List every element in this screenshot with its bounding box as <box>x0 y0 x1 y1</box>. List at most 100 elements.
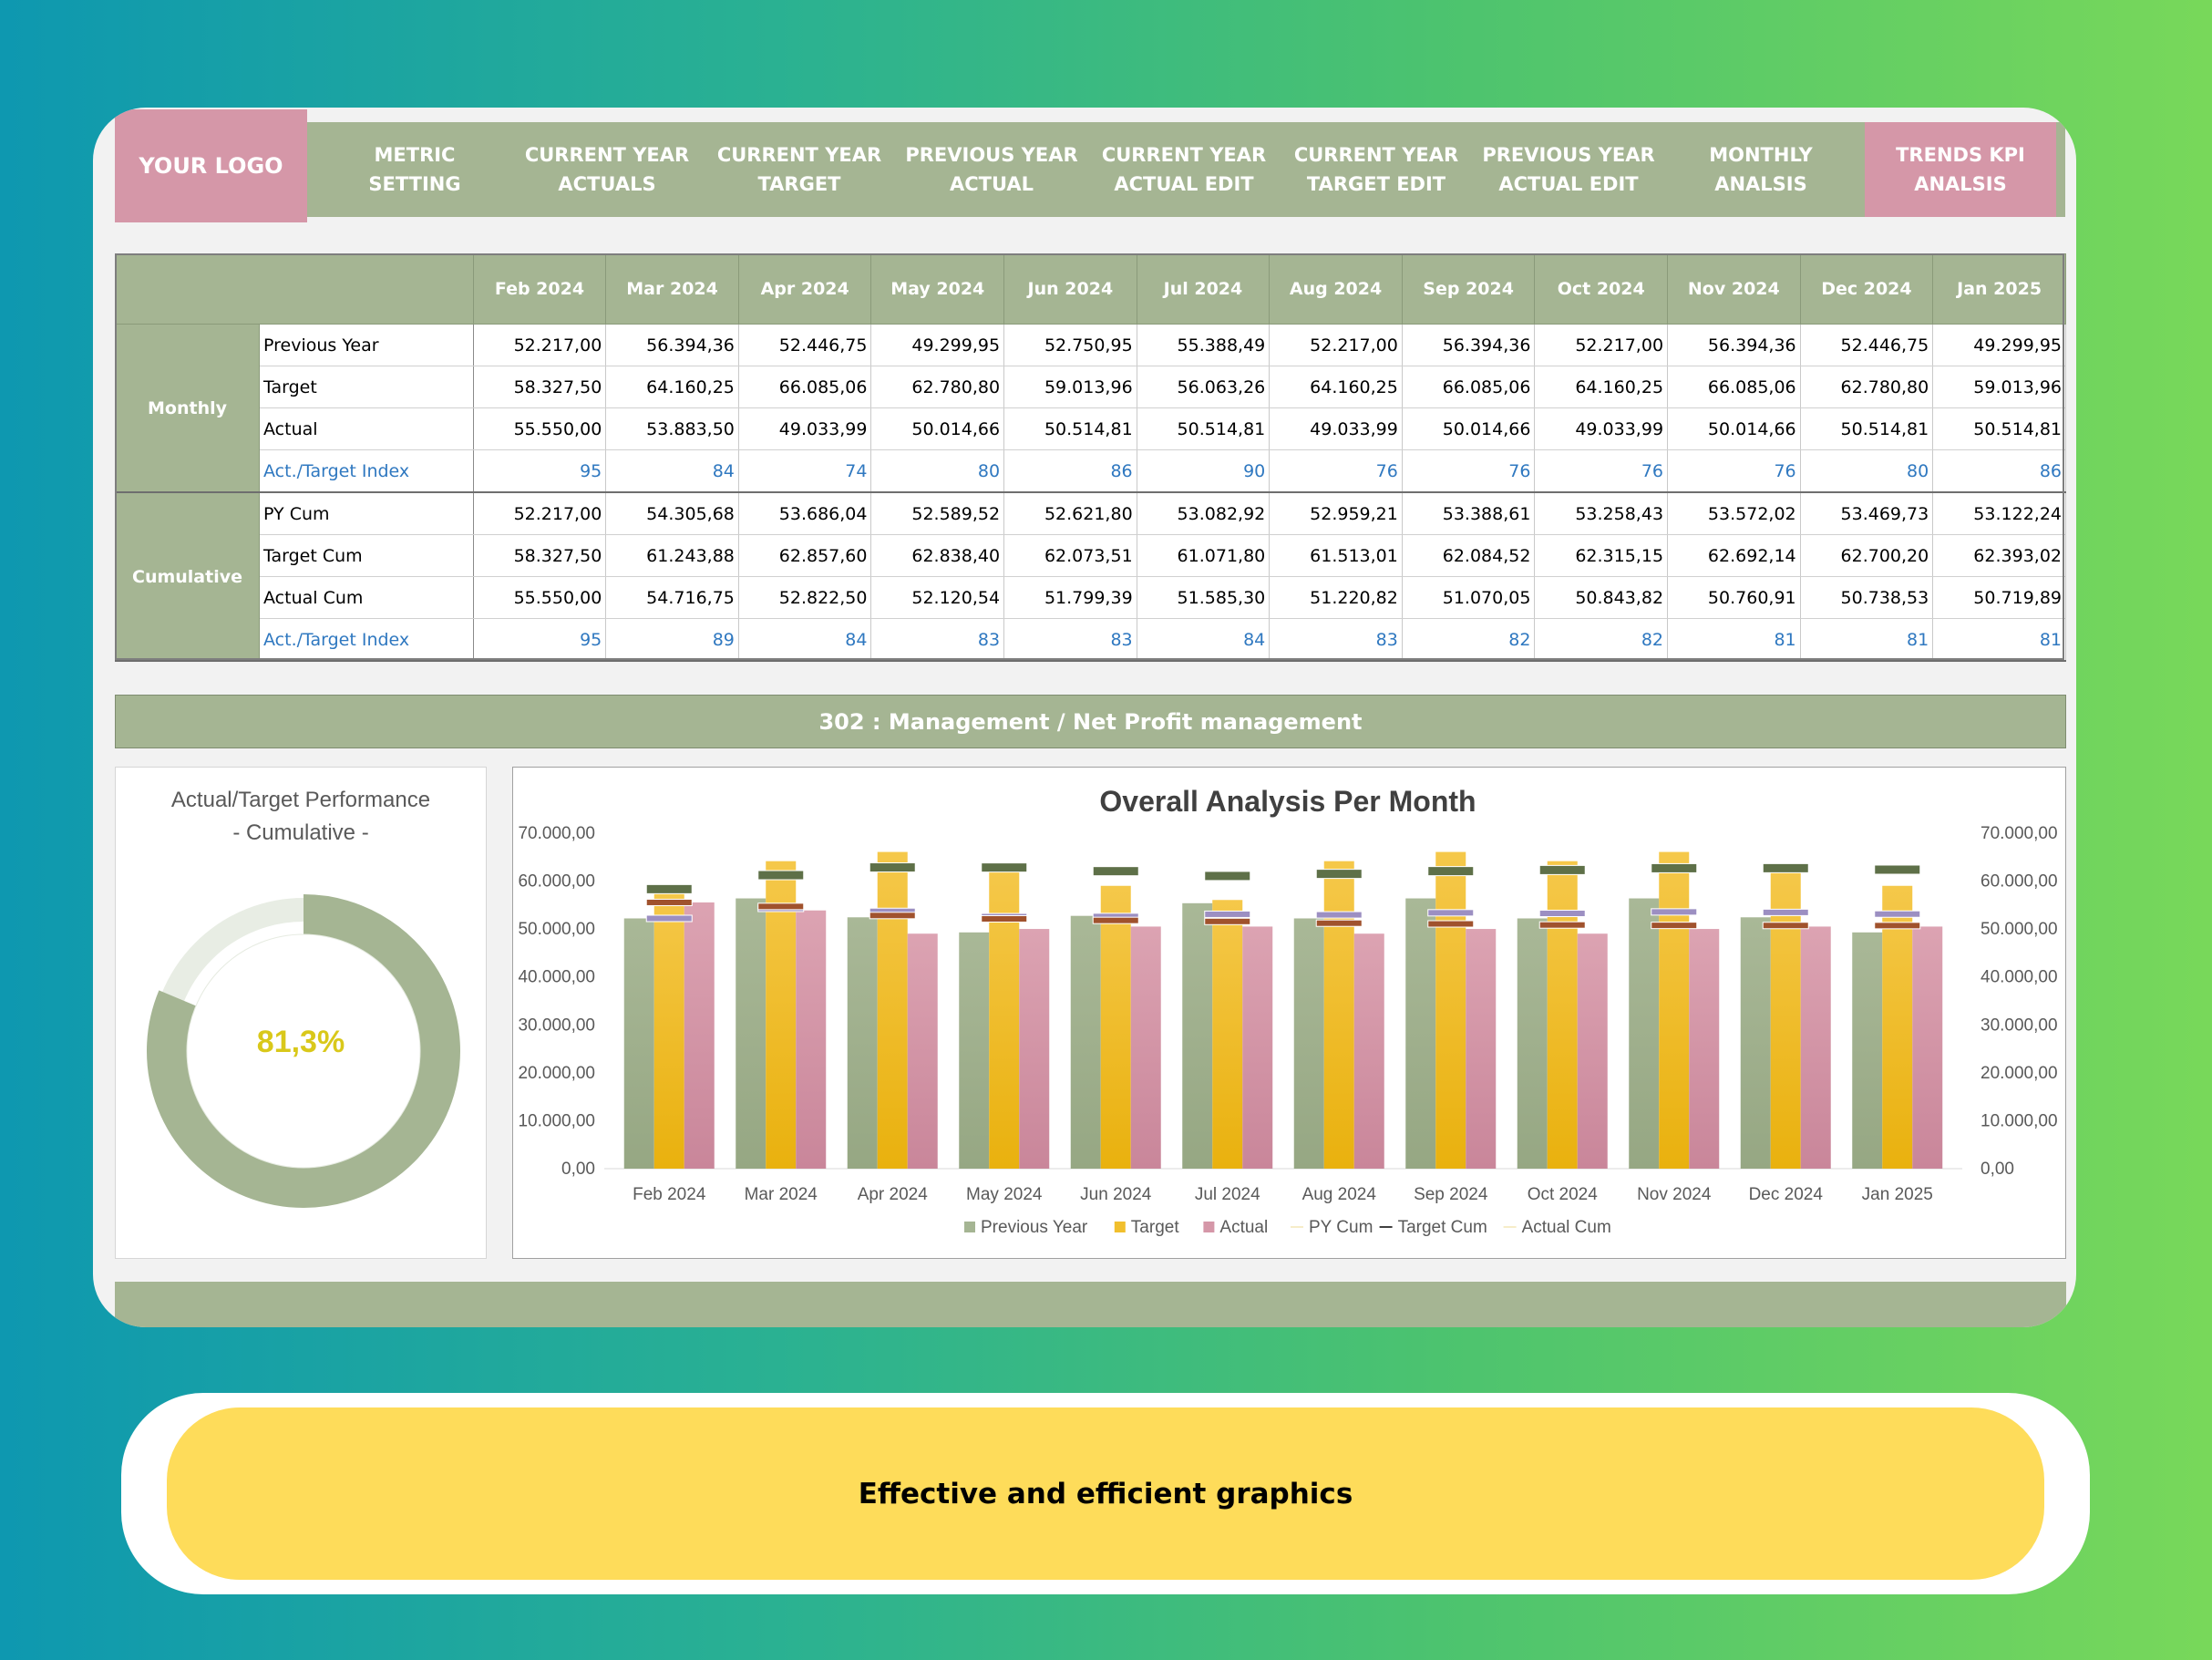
row-label: Actual <box>259 407 474 450</box>
nav-previous-year-actual[interactable]: PREVIOUS YEAR ACTUAL <box>905 144 1078 195</box>
bar-actual <box>684 902 715 1169</box>
table-row: Act./Target Index 95 89 84 83 83 84 83 82 82 81 81 8… <box>116 618 2066 662</box>
table-cell: 49.033,99 <box>738 407 872 450</box>
nav-monthly-analsis[interactable]: MONTHLY ANALSIS <box>1709 144 1813 195</box>
bar-actual <box>1689 929 1720 1169</box>
legend-swatch <box>1114 1222 1126 1232</box>
table-cell: 64.160,25 <box>1534 366 1669 408</box>
bar-target <box>1100 885 1131 1169</box>
table-cell: 89 <box>605 618 739 662</box>
table-cell: 52.750,95 <box>1003 324 1137 366</box>
marker-target-cum <box>1092 866 1139 877</box>
y-tick-label-left: 60.000,00 <box>518 872 595 892</box>
bar-target <box>1659 851 1690 1169</box>
y-tick-label-right: 60.000,00 <box>1981 872 2058 892</box>
table-cell: 86 <box>1003 449 1137 493</box>
table-cell: 54.716,75 <box>605 576 739 619</box>
nav-current-year-target-edit[interactable]: CURRENT YEAR TARGET EDIT <box>1293 144 1459 195</box>
donut-title: Actual/Target Performance - Cumulative - <box>116 784 486 850</box>
row-label: Actual Cum <box>259 576 474 619</box>
marker-py-cum <box>1538 910 1586 918</box>
table-cell: 50.014,66 <box>1667 407 1801 450</box>
table-cell: 66.085,06 <box>738 366 872 408</box>
table-cell: 81 <box>1932 618 2066 662</box>
table-cell: 59.013,96 <box>1003 366 1137 408</box>
month-header: Jul 2024 <box>1136 253 1271 325</box>
table-cell: 52.621,80 <box>1003 492 1137 535</box>
donut-value: 81,3% <box>256 1025 345 1059</box>
bar-target <box>1323 861 1354 1169</box>
bar-target <box>1212 900 1243 1169</box>
table-cell: 83 <box>1269 618 1403 662</box>
table-cell: 54.305,68 <box>605 492 739 535</box>
legend-swatch <box>1203 1222 1215 1232</box>
table-cell: 83 <box>870 618 1005 662</box>
table-cell: 84 <box>605 449 739 493</box>
caption-card: Effective and efficient graphics <box>121 1393 2090 1594</box>
table-cell: 95 <box>473 618 607 662</box>
nav-metric-setting[interactable]: METRIC SETTING <box>368 144 461 195</box>
table-cell: 55.388,49 <box>1137 324 1271 366</box>
table-cell: 76 <box>1534 449 1669 493</box>
table-cell: 51.070,05 <box>1402 576 1536 619</box>
marker-actual-cum <box>1538 921 1586 929</box>
table-cell: 58.327,50 <box>473 366 607 408</box>
table-cell: 53.686,04 <box>738 492 872 535</box>
dashboard-panel: YOUR LOGO METRIC SETTING CURRENT YEAR AC… <box>93 108 2076 1327</box>
chart-title: Overall Analysis Per Month <box>1099 785 1476 818</box>
table-row: Actual 55.550,00 53.883,50 49.033,99 50.014,… <box>116 407 2066 450</box>
table-cell: 50.843,82 <box>1534 576 1669 619</box>
y-tick-label-left: 0,00 <box>561 1160 595 1179</box>
table-cell: 59.013,96 <box>1932 366 2066 408</box>
bar-actual <box>1353 933 1384 1169</box>
row-label: Act./Target Index <box>259 618 474 662</box>
table-cell: 52.959,21 <box>1269 492 1403 535</box>
table-cell: 84 <box>738 618 872 662</box>
marker-target-cum <box>1874 864 1921 875</box>
table-cell: 64.160,25 <box>605 366 739 408</box>
marker-py-cum <box>1651 908 1698 916</box>
table-cell: 81 <box>1800 618 1934 662</box>
marker-py-cum <box>645 914 693 923</box>
table-cell: 86 <box>1932 449 2066 493</box>
donut-chart <box>147 894 460 1208</box>
y-tick-label-left: 10.000,00 <box>518 1111 595 1130</box>
table-cell: 51.220,82 <box>1269 576 1403 619</box>
donut-card: Actual/Target Performance - Cumulative -… <box>115 767 487 1259</box>
month-header: Jun 2024 <box>1003 253 1137 325</box>
table-cell: 58.327,50 <box>473 534 607 577</box>
nav-current-year-actuals[interactable]: CURRENT YEAR ACTUALS <box>524 144 690 195</box>
bar-actual <box>1019 929 1050 1169</box>
table-cell: 50.719,89 <box>1932 576 2066 619</box>
nav-previous-year-actual-edit[interactable]: PREVIOUS YEAR ACTUAL EDIT <box>1482 144 1655 195</box>
table-cell: 62.780,80 <box>1800 366 1934 408</box>
bar-previous-year <box>959 932 990 1169</box>
legend-label: PY Cum <box>1309 1218 1373 1237</box>
marker-target-cum <box>645 883 693 894</box>
y-tick-label-left: 70.000,00 <box>518 824 595 843</box>
y-tick-label-left: 20.000,00 <box>518 1064 595 1083</box>
x-tick-label: Jan 2025 <box>1862 1185 1933 1204</box>
overall-analysis-chart: Overall Analysis Per Month 0,00 0,00 10.00… <box>518 785 2058 1237</box>
bar-actual <box>907 933 938 1169</box>
chart-card: Overall Analysis Per Month 0,00 0,00 10.00… <box>512 767 2066 1259</box>
y-tick-label-left: 50.000,00 <box>518 920 595 939</box>
table-cell: 50.738,53 <box>1800 576 1934 619</box>
y-tick-label-left: 30.000,00 <box>518 1016 595 1035</box>
row-group-label: Cumulative <box>114 491 261 662</box>
nav-current-year-target[interactable]: CURRENT YEAR TARGET <box>716 144 882 195</box>
table-cell: 56.394,36 <box>605 324 739 366</box>
bar-previous-year <box>1852 932 1883 1169</box>
table-cell: 95 <box>473 449 607 493</box>
table-cell: 55.550,00 <box>473 576 607 619</box>
bar-actual <box>1466 929 1497 1169</box>
table-cell: 76 <box>1402 449 1536 493</box>
table-row: Cumulative PY Cum 52.217,00 54.305,68 53.686… <box>114 491 2066 662</box>
bar-target <box>1547 861 1578 1169</box>
x-tick-label: Aug 2024 <box>1302 1185 1377 1204</box>
nav-current-year-actual-edit[interactable]: CURRENT YEAR ACTUAL EDIT <box>1101 144 1267 195</box>
y-tick-label-left: 40.000,00 <box>518 968 595 987</box>
nav-trends-kpi-analsis[interactable]: TRENDS KPI ANALSIS <box>1865 122 2056 217</box>
marker-target-cum <box>1651 862 1698 873</box>
bar-previous-year <box>1070 915 1101 1169</box>
